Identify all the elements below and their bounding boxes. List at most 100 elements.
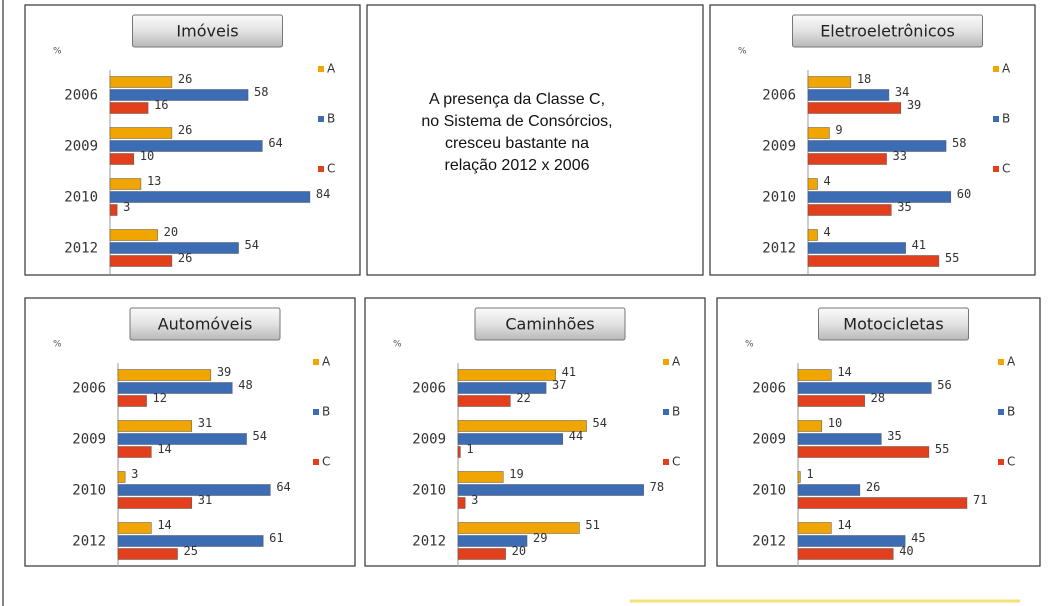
legend-label: B [327,112,335,126]
legend-label: A [327,62,336,76]
bar [457,382,547,394]
value-label: 19 [509,467,523,481]
bar [807,76,852,88]
bar [117,484,271,496]
value-label: 14 [837,518,851,532]
bar [117,497,193,509]
legend-swatch [663,409,669,415]
bar [117,420,193,432]
bar [797,420,823,432]
legend-swatch [313,359,319,365]
chart-title: Imóveis [176,22,238,41]
bar [117,522,152,534]
bar [797,382,932,394]
value-label: 29 [533,531,547,545]
bar [807,178,818,190]
value-label: 40 [899,544,913,558]
value-label: 37 [552,378,566,392]
legend-label: A [672,355,681,369]
chart-title: Automóveis [158,315,253,334]
value-label: 35 [897,200,911,214]
legend-swatch [318,116,324,122]
bar [109,89,249,101]
value-label: 55 [945,251,959,265]
value-label: 20 [164,225,178,239]
value-label: 12 [153,391,167,405]
category-label: 2010 [64,190,98,206]
category-label: 2009 [412,432,446,448]
bar [457,369,556,381]
legend-swatch [993,66,999,72]
bar [117,548,178,560]
category-label: 2010 [762,190,796,206]
bar [457,484,644,496]
value-label: 54 [245,238,259,252]
bar [109,242,239,254]
bar [457,535,528,547]
bar [457,446,461,458]
bar [117,369,212,381]
title-button [474,307,626,341]
bar [109,127,173,139]
value-label: 45 [911,531,925,545]
bar [457,433,563,445]
value-label: 9 [835,123,842,137]
value-label: 71 [973,493,987,507]
legend-label: C [672,455,680,469]
value-label: 55 [935,442,949,456]
bar [807,242,906,254]
value-label: 34 [895,85,909,99]
bar [109,255,173,267]
bar [797,395,865,407]
bar [797,522,832,534]
category-label: 2006 [752,381,786,397]
chart-panel [364,297,706,567]
bar [797,484,861,496]
note-line: relação 2012 x 2006 [445,157,590,174]
value-label: 14 [157,518,171,532]
bar [109,191,311,203]
category-label: 2009 [762,139,796,155]
note-panel [366,4,704,276]
bar [807,229,818,241]
bar [457,522,580,534]
value-label: 39 [217,365,231,379]
value-label: 61 [269,531,283,545]
value-label: 58 [254,85,268,99]
chart-title: Motocicletas [843,315,943,334]
legend-swatch [313,409,319,415]
value-label: 48 [238,378,252,392]
value-label: 31 [198,493,212,507]
value-label: 44 [569,429,583,443]
bar [807,191,952,203]
value-label: 54 [253,429,267,443]
title-button [132,14,283,48]
value-label: 10 [140,149,154,163]
category-label: 2012 [762,241,796,257]
legend-swatch [993,116,999,122]
bar [457,420,587,432]
category-label: 2012 [752,534,786,550]
value-label: 60 [957,187,971,201]
chart-panel [716,297,1041,567]
value-label: 84 [316,187,330,201]
bar [117,382,233,394]
value-label: 26 [178,72,192,86]
bar [797,433,882,445]
legend-label: B [672,405,680,419]
chart-panel [24,4,361,276]
category-label: 2009 [72,432,106,448]
bar [109,229,158,241]
legend-label: B [322,405,330,419]
category-label: 2006 [64,88,98,104]
bar [109,153,135,165]
value-label: 78 [650,480,664,494]
chart-title: Eletroeletrônicos [820,22,955,41]
value-label: 54 [593,416,607,430]
category-label: 2010 [752,483,786,499]
value-label: 20 [512,544,526,558]
value-label: 3 [471,493,478,507]
legend-swatch [663,359,669,365]
category-label: 2010 [72,483,106,499]
